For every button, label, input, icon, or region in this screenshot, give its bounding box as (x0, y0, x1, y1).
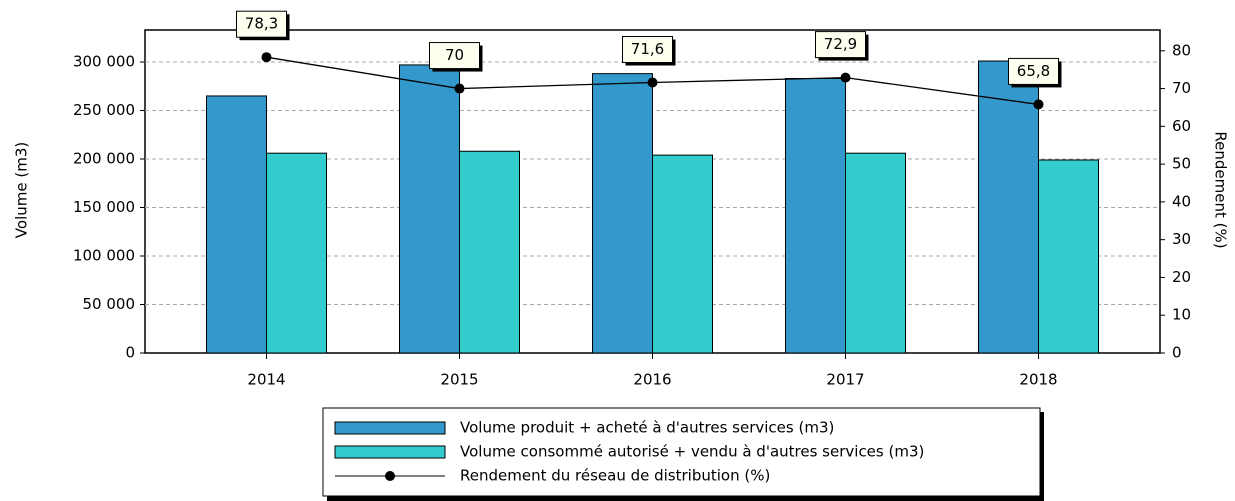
data-label-box (1008, 57, 1059, 85)
data-label-box (236, 10, 287, 38)
line-point (647, 77, 658, 88)
y2-tick-label: 60 (1172, 117, 1191, 135)
y-tick-label: 250 000 (73, 101, 135, 119)
data-label: 78,3 (245, 15, 278, 33)
bar (1038, 159, 1099, 354)
legend-marker (385, 471, 395, 481)
bar (206, 95, 267, 354)
line-point (261, 52, 272, 63)
y2-axis-label: Rendement (%) (1212, 131, 1230, 248)
data-label: 70 (445, 46, 464, 64)
bar (652, 154, 713, 354)
y-tick-label: 100 000 (73, 247, 135, 265)
x-tick-label: 2017 (826, 371, 864, 389)
bar (459, 150, 520, 354)
data-label-box (622, 36, 673, 64)
x-tick-label: 2014 (247, 371, 285, 389)
y2-tick-label: 80 (1172, 41, 1191, 59)
legend-label: Volume consommé autorisé + vendu à d'aut… (460, 443, 924, 461)
bar (399, 64, 460, 354)
y-tick-label: 300 000 (73, 53, 135, 71)
y2-tick-label: 10 (1172, 306, 1191, 324)
y2-tick-label: 70 (1172, 79, 1191, 97)
legend-swatch (334, 445, 446, 459)
line-point (1033, 99, 1044, 110)
data-label: 65,8 (1017, 62, 1050, 80)
line-point (840, 72, 851, 83)
data-label: 72,9 (824, 35, 857, 53)
bar (978, 60, 1039, 354)
bar (785, 77, 846, 354)
y2-tick-label: 0 (1172, 344, 1182, 362)
y2-tick-label: 30 (1172, 230, 1191, 248)
y-tick-label: 150 000 (73, 198, 135, 216)
line-point (454, 83, 465, 94)
y-tick-label: 50 000 (83, 295, 136, 313)
legend-swatch (334, 421, 446, 435)
y2-tick-label: 20 (1172, 268, 1191, 286)
y-axis-label: Volume (m3) (13, 142, 31, 238)
bar (592, 73, 653, 354)
bar (845, 152, 906, 354)
bar (266, 152, 327, 354)
y2-tick-label: 50 (1172, 155, 1191, 173)
x-tick-label: 2015 (440, 371, 478, 389)
data-label-box (429, 42, 480, 70)
y-tick-label: 0 (125, 344, 135, 362)
y-tick-label: 200 000 (73, 150, 135, 168)
x-tick-label: 2018 (1019, 371, 1057, 389)
x-tick-label: 2016 (633, 371, 671, 389)
data-label-box (815, 31, 866, 59)
data-label: 71,6 (631, 40, 664, 58)
legend-label: Volume produit + acheté à d'autres servi… (460, 419, 834, 437)
y2-tick-label: 40 (1172, 192, 1191, 210)
legend-label: Rendement du réseau de distribution (%) (460, 467, 770, 485)
